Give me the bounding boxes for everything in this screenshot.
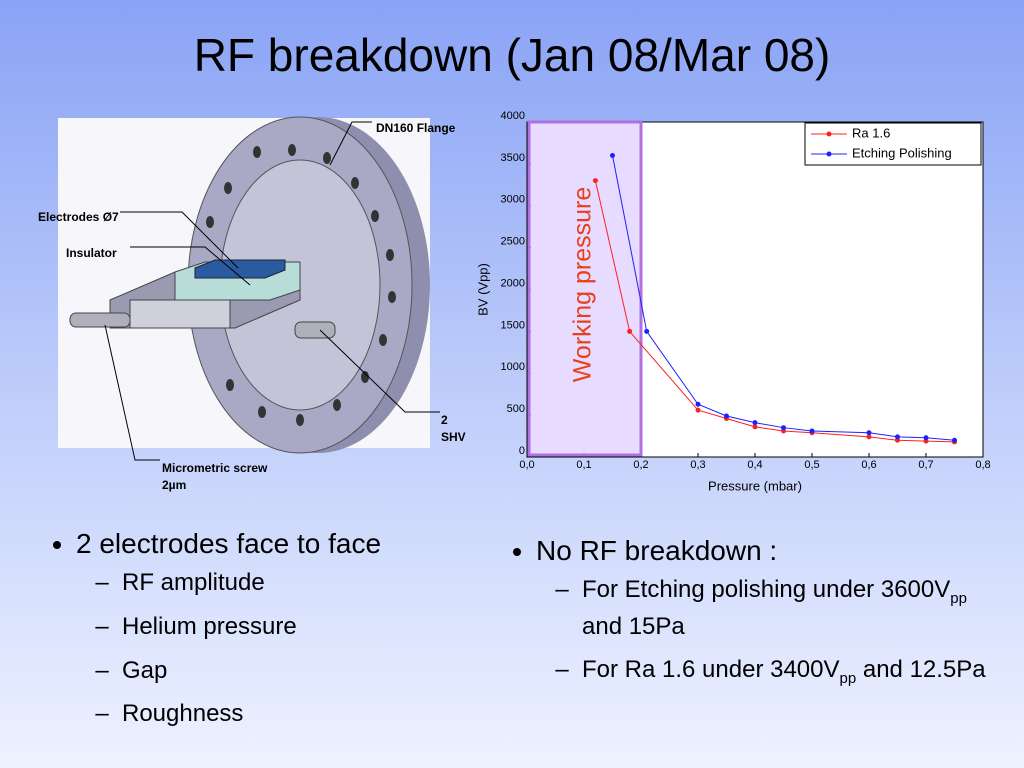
bolt-holes [206, 144, 396, 426]
working-pressure-zone [527, 120, 643, 457]
bullet: No RF breakdown : For Etching polishing … [536, 535, 998, 690]
screw-label: Micrometric screw 2µm [162, 461, 268, 492]
data-point [866, 430, 872, 436]
bullet: 2 electrodes face to face RF amplitude H… [76, 528, 381, 732]
sub-bullet: RF amplitude [122, 566, 381, 601]
y-tick-label: 1000 [501, 361, 525, 373]
data-point [752, 424, 758, 430]
data-point [923, 435, 929, 441]
sub-bullet: Helium pressure [122, 610, 381, 645]
stage [129, 299, 231, 329]
y-tick-label: 1500 [501, 319, 525, 331]
x-tick-label: 0,7 [918, 459, 933, 471]
subscript: pp [950, 589, 967, 607]
shv-connector [294, 321, 336, 339]
data-point [695, 407, 701, 413]
legend-marker [826, 151, 832, 157]
x-axis-label: Pressure (mbar) [708, 478, 802, 493]
annotation: Working pressure [569, 187, 597, 382]
legend-marker [826, 131, 832, 137]
legend: Ra 1.6 Etching Polishing [804, 122, 982, 166]
insulator-label: Insulator [66, 246, 117, 260]
data-point [724, 413, 729, 419]
y-tick-label: 0 [519, 445, 525, 457]
sub-bullets: RF amplitude Helium pressure Gap Roughne… [76, 566, 381, 732]
left-bullets: 2 electrodes face to face RF amplitude H… [38, 528, 381, 741]
data-point [781, 425, 786, 431]
x-tick-label: 0,1 [576, 459, 591, 471]
leader-lines [104, 121, 440, 461]
data-point [809, 428, 815, 434]
data-point [866, 434, 872, 440]
right-bullets: No RF breakdown : For Etching polishing … [498, 535, 998, 699]
x-tick-label: 0,5 [804, 459, 819, 471]
y-tick-label: 2000 [501, 277, 525, 289]
data-point [695, 401, 701, 407]
data-point [592, 178, 598, 184]
bullet-text: No RF breakdown : [536, 535, 778, 566]
y-tick-label: 4000 [501, 110, 525, 122]
data-point [952, 437, 957, 443]
bullet-text: 2 electrodes face to face [76, 528, 382, 559]
legend-box [804, 122, 982, 166]
electrodes-label: Electrodes Ø7 [38, 210, 119, 224]
shv-label: 2 SHV [441, 413, 466, 444]
text: For Etching polishing under 3600V [582, 576, 951, 603]
electrodes [194, 259, 286, 279]
sub-bullets: For Etching polishing under 3600Vpp and … [536, 573, 998, 690]
data-point [627, 328, 633, 334]
y-tick-label: 3000 [501, 194, 525, 206]
x-tick-label: 0,4 [747, 459, 762, 471]
data-point [752, 420, 758, 426]
y-axis-label: BV (Vpp) [475, 263, 490, 316]
flange-drawing [58, 116, 440, 461]
text: and 12.5Pa [856, 656, 986, 684]
x-tick-label: 0,0 [519, 459, 534, 471]
slide-title: RF breakdown (Jan 08/Mar 08) [193, 29, 831, 81]
micrometric-screw [69, 312, 131, 328]
flange-label: DN160 Flange [376, 121, 456, 135]
y-tick-label: 500 [507, 403, 525, 415]
legend-label: Etching Polishing [852, 145, 952, 160]
x-tick-label: 0,3 [690, 459, 705, 471]
legend-label: Ra 1.6 [852, 125, 890, 140]
subscript: pp [839, 670, 857, 688]
x-tick-label: 0,2 [633, 459, 648, 471]
text: and 15Pa [582, 612, 685, 640]
y-tick-label: 2500 [501, 236, 525, 248]
sub-bullet: For Etching polishing under 3600Vpp and … [582, 573, 998, 644]
data-point [895, 434, 900, 440]
data-point [644, 328, 650, 334]
x-tick-label: 0,8 [975, 459, 990, 471]
y-tick-label: 3500 [501, 152, 525, 164]
sub-bullet: Roughness [122, 697, 381, 732]
sub-bullet: Gap [122, 654, 381, 689]
text: For Ra 1.6 under 3400V [582, 656, 840, 684]
x-tick-label: 0,6 [861, 459, 876, 471]
data-point [610, 153, 615, 158]
sub-bullet: For Ra 1.6 under 3400Vpp and 12.5Pa [582, 653, 998, 690]
